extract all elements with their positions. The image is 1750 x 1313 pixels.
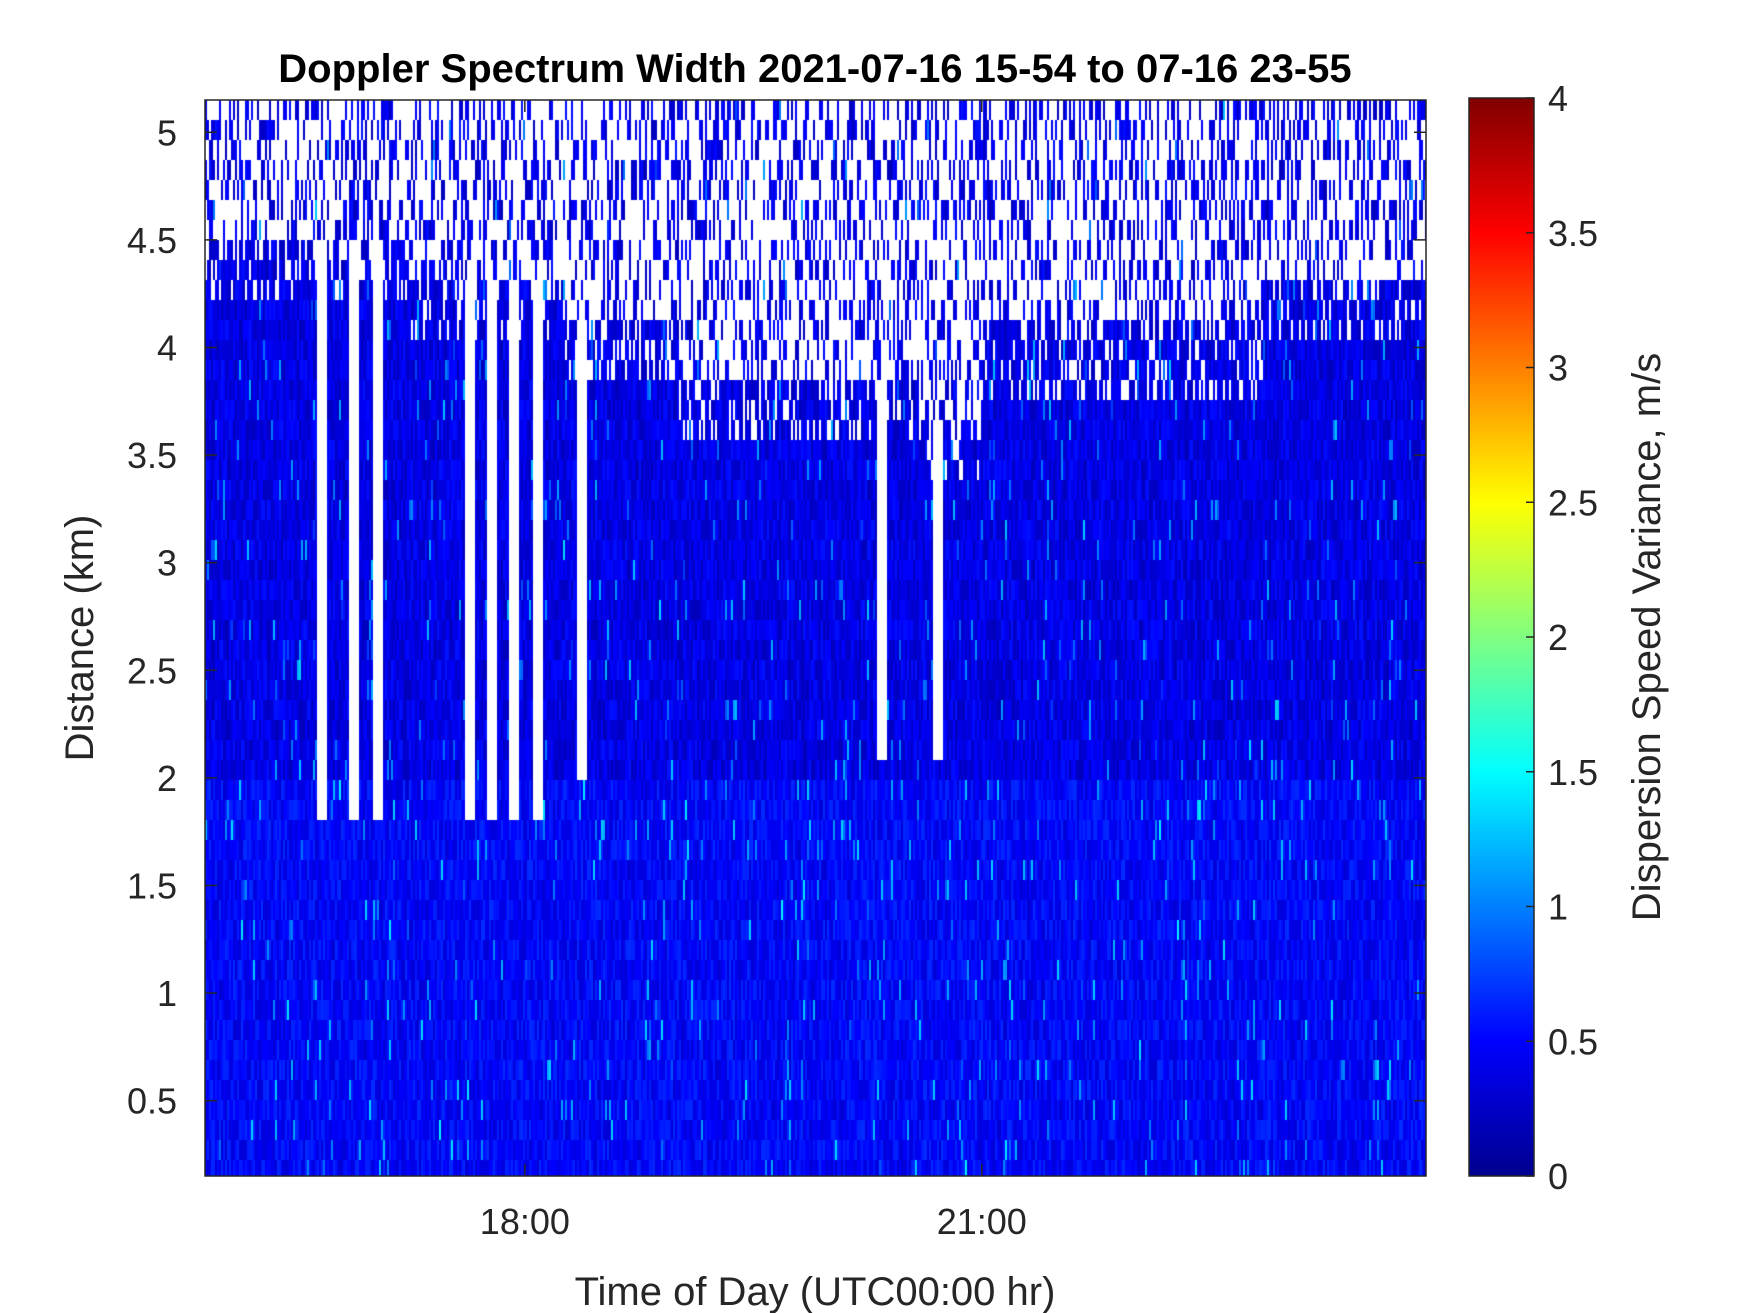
y-tick-label: 4.5: [127, 220, 177, 261]
y-tick-label: 3.5: [127, 435, 177, 476]
y-tick-label: 2: [157, 758, 177, 799]
y-tick-label: 2.5: [127, 650, 177, 691]
colorbar-tick-label: 1.5: [1548, 752, 1598, 793]
y-axis-label: Distance (km): [58, 515, 102, 762]
colorbar-tick-label: 2: [1548, 617, 1568, 658]
heatmap: [205, 100, 1426, 1176]
x-tick-label: 21:00: [937, 1201, 1027, 1242]
plot-frame: [204, 99, 1427, 1177]
y-axis: 0.5 1 1.5 2 2.5 3 3.5 4 4.5 5: [127, 112, 1426, 1122]
y-tick-label: 5: [157, 112, 177, 153]
colorbar-tick-label: 1: [1548, 887, 1568, 928]
colorbar-tick-label: 0: [1548, 1156, 1568, 1197]
x-axis: 18:00 21:00: [480, 100, 1027, 1242]
y-tick-label: 0.5: [127, 1081, 177, 1122]
colorbar-tick-label: 2.5: [1548, 482, 1598, 523]
y-tick-label: 1.5: [127, 865, 177, 906]
colorbar-label: Dispersion Speed Variance, m/s: [1625, 353, 1669, 921]
heatmap-cells: [205, 100, 1426, 1176]
y-tick-label: 4: [157, 327, 177, 368]
x-axis-label: Time of Day (UTC00:00 hr): [575, 1270, 1056, 1313]
colorbar-axis: 0 0.5 1 1.5 2 2.5 3 3.5 4: [1526, 78, 1598, 1197]
colorbar-tick-label: 0.5: [1548, 1021, 1598, 1062]
y-tick-label: 1: [157, 973, 177, 1014]
chart-title: Doppler Spectrum Width 2021-07-16 15-54 …: [278, 47, 1351, 91]
colorbar-tick-label: 4: [1548, 78, 1568, 119]
colorbar-tick-label: 3: [1548, 348, 1568, 389]
colorbar: [1468, 97, 1535, 1177]
colorbar-tick-label: 3.5: [1548, 213, 1598, 254]
x-tick-label: 18:00: [480, 1201, 570, 1242]
y-tick-label: 3: [157, 543, 177, 584]
